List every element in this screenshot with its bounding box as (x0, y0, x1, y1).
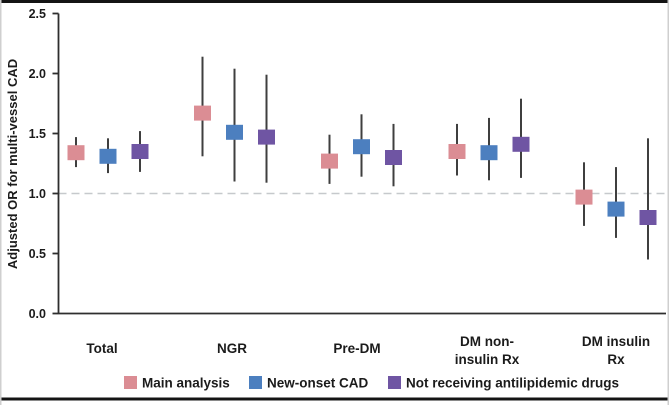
y-tick-label: 2.0 (29, 67, 46, 81)
legend-swatch (249, 376, 262, 389)
estimate-marker (512, 136, 530, 152)
y-tick-label: 0.0 (29, 307, 46, 321)
x-category-label: Pre-DM (333, 341, 380, 356)
estimate-marker (226, 124, 243, 140)
legend-swatch (388, 376, 401, 389)
y-tick-label: 1.0 (29, 187, 46, 201)
estimate-marker (99, 148, 117, 164)
y-axis-title: Adjusted OR for multi-vessel CAD (5, 59, 20, 269)
frame-top-border (0, 0, 669, 3)
estimate-marker (258, 129, 275, 145)
x-category-label: Rx (607, 352, 625, 367)
y-tick-label: 0.5 (29, 247, 46, 261)
estimate-marker (194, 105, 211, 121)
legend-label: New-onset CAD (267, 376, 369, 391)
x-category-label: insulin Rx (455, 352, 520, 367)
x-category-label: DM non- (460, 334, 514, 349)
estimate-marker (67, 145, 85, 161)
estimate-marker (480, 145, 498, 161)
estimate-marker (353, 139, 370, 155)
estimate-marker (321, 153, 338, 169)
legend-swatch (124, 376, 137, 389)
estimate-marker (639, 210, 657, 225)
frame-bottom-border (0, 397, 669, 401)
y-tick-label: 1.5 (29, 127, 46, 141)
frame-left-border (0, 0, 2, 405)
x-category-label: NGR (217, 341, 247, 356)
estimate-marker (607, 201, 625, 217)
x-category-label: Total (86, 341, 117, 356)
legend-label: Not receiving antilipidemic drugs (406, 376, 619, 391)
frame-right-border (667, 0, 669, 405)
y-tick-label: 2.5 (29, 7, 46, 21)
estimate-marker (575, 189, 593, 205)
estimate-marker (131, 144, 149, 159)
estimate-marker (385, 150, 402, 165)
estimate-marker (448, 144, 466, 159)
x-category-label: DM insulin (582, 334, 650, 349)
legend-label: Main analysis (142, 376, 230, 391)
